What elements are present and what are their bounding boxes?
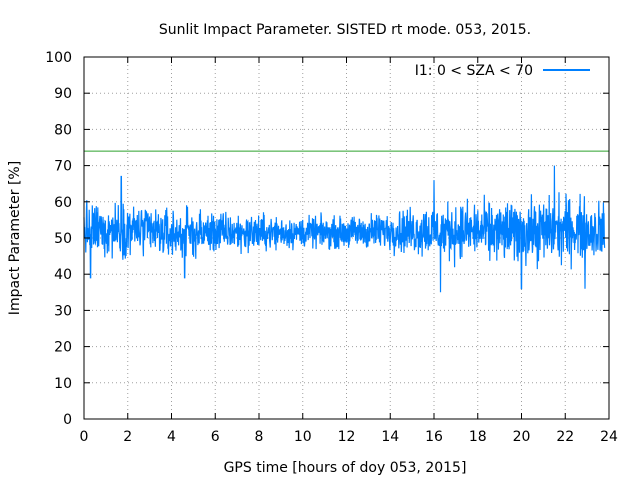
y-tick-label: 50 (54, 231, 72, 247)
y-tick-label: 90 (54, 86, 72, 102)
y-tick-label: 40 (54, 267, 72, 283)
y-tick-label: 70 (54, 159, 72, 175)
x-tick-label: 14 (381, 429, 399, 445)
x-tick-label: 18 (469, 429, 487, 445)
y-axis-label: Impact Parameter [%] (7, 161, 23, 315)
x-tick-label: 24 (600, 429, 618, 445)
x-tick-label: 16 (425, 429, 443, 445)
y-tick-label: 10 (54, 376, 72, 392)
legend-label: I1: 0 < SZA < 70 (415, 63, 533, 79)
x-tick-label: 6 (211, 429, 220, 445)
y-tick-label: 30 (54, 303, 72, 319)
x-tick-label: 10 (294, 429, 312, 445)
y-tick-label: 20 (54, 340, 72, 356)
y-tick-label: 0 (63, 412, 72, 428)
axis-ticks: 0 2 4 6 8 10 12 14 16 18 20 22 240102030405060708090… (45, 50, 618, 445)
y-tick-label: 80 (54, 122, 72, 138)
y-tick-label: 60 (54, 195, 72, 211)
x-tick-label: 2 (123, 429, 132, 445)
series-layer (83, 150, 609, 293)
series-i1-line (83, 165, 606, 293)
x-tick-label: 4 (167, 429, 176, 445)
legend: I1: 0 < SZA < 70 (415, 63, 590, 79)
x-tick-label: 22 (556, 429, 574, 445)
x-tick-label: 12 (338, 429, 356, 445)
x-tick-label: 0 (80, 429, 89, 445)
chart-title: Sunlit Impact Parameter. SISTED rt mode.… (159, 22, 531, 38)
x-tick-label: 8 (255, 429, 264, 445)
y-tick-label: 100 (45, 50, 72, 66)
x-tick-label: 20 (513, 429, 531, 445)
x-axis-label: GPS time [hours of doy 053, 2015] (224, 460, 467, 476)
